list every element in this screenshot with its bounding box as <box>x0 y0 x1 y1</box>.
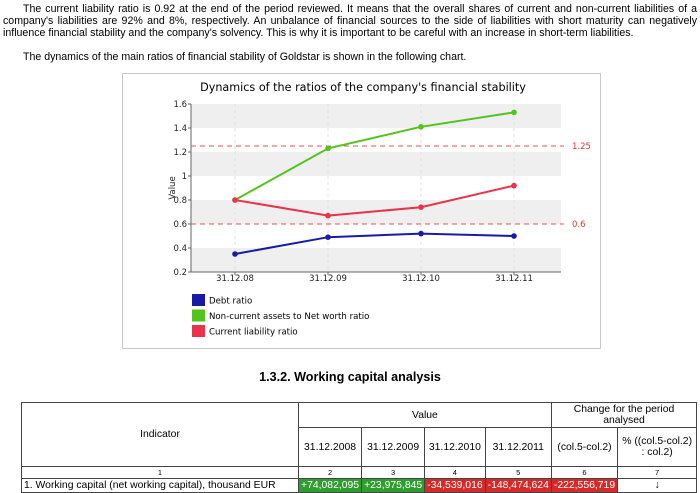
col-number: 7 <box>617 466 698 479</box>
col-number: 2 <box>297 466 363 479</box>
col-number: 4 <box>424 466 486 479</box>
table-header-row: Indicator Value Change for the period an… <box>21 402 698 467</box>
value-header: Value <box>298 402 552 428</box>
chart-intro-text: The dynamics of the main ratios of finan… <box>23 51 467 63</box>
data-point <box>232 197 238 203</box>
grid-band <box>191 104 561 128</box>
year-header: 31.12.2010 <box>424 427 486 467</box>
col-number: 1 <box>21 466 299 479</box>
threshold-label: 1.25 <box>572 142 591 152</box>
y-tick-label: 1.6 <box>173 100 187 110</box>
y-axis-label: Value <box>168 176 178 199</box>
legend-label: Non-current assets to Net worth ratio <box>209 312 369 322</box>
year-header: 31.12.2011 <box>484 427 552 467</box>
data-point <box>325 234 331 240</box>
change-pct-header: % ((col.5-col.2) : col.2) <box>617 427 698 467</box>
y-tick-label: 1.2 <box>173 148 187 158</box>
y-tick-label: 0.8 <box>173 196 187 206</box>
change-abs-header: (col.5-col.2) <box>550 427 619 467</box>
legend-swatch <box>192 309 205 322</box>
grid-band <box>191 248 561 272</box>
threshold-label: 0.6 <box>572 220 586 230</box>
legend-label: Current liability ratio <box>209 328 298 338</box>
data-point <box>232 251 238 257</box>
y-tick-label: 0.2 <box>173 268 187 278</box>
x-tick-label: 31.12.11 <box>495 274 533 284</box>
body-paragraph: The current liability ratio is 0.92 at t… <box>3 3 697 40</box>
y-tick-label: 0.4 <box>173 244 187 254</box>
data-point <box>511 182 517 189</box>
ratios-chart: Dynamics of the ratios of the company's … <box>122 73 601 349</box>
series-line <box>234 232 515 255</box>
series-line <box>234 111 515 201</box>
col-number: 6 <box>550 466 619 479</box>
col-number: 3 <box>361 466 426 479</box>
y-tick-label: 0.6 <box>173 220 187 230</box>
legend-label: Debt ratio <box>209 297 252 307</box>
y-tick-label: 1.4 <box>173 124 187 134</box>
x-tick-label: 31.12.08 <box>216 274 254 284</box>
data-point <box>511 109 517 116</box>
x-tick-label: 31.12.10 <box>402 274 440 284</box>
table-row: 1. Working capital (net working capital)… <box>21 478 698 493</box>
column-number-row: 1 2 3 4 5 6 7 <box>21 466 698 479</box>
data-point <box>511 233 517 239</box>
data-point <box>418 230 424 237</box>
legend-swatch <box>192 294 205 306</box>
table-subheader-row: 31.12.2008 31.12.2009 31.12.2010 31.12.2… <box>22 427 698 467</box>
change-header: Change for the period analysed <box>550 402 698 428</box>
data-point <box>418 204 424 210</box>
value-cell: +23,975,845 <box>361 478 426 493</box>
indicator-cell: 1. Working capital (net working capital)… <box>21 478 299 493</box>
x-tick-label: 31.12.09 <box>309 274 347 284</box>
series-line <box>234 184 515 217</box>
data-point <box>418 124 424 130</box>
indicator-header: Indicator <box>21 402 299 467</box>
col-number: 5 <box>484 466 552 479</box>
value-cell: -34,539,016 <box>424 478 486 493</box>
change-pct-cell: ↓ <box>617 478 698 493</box>
data-point <box>325 212 331 219</box>
value-cell: -148,474,624 <box>484 478 552 493</box>
grid-band <box>191 152 561 176</box>
y-tick-label: 1 <box>182 172 187 182</box>
working-capital-table: Indicator Value Change for the period an… <box>21 402 698 493</box>
legend-swatch <box>192 325 205 337</box>
change-abs-cell: -222,556,719 <box>550 478 619 493</box>
section-title: 1.3.2. Working capital analysis <box>259 370 441 384</box>
chart-title: Dynamics of the ratios of the company's … <box>200 81 526 94</box>
chart-svg: Dynamics of the ratios of the company's … <box>168 81 591 338</box>
year-header: 31.12.2009 <box>361 427 426 467</box>
value-cell: +74,082,095 <box>297 478 363 493</box>
data-point <box>325 145 331 152</box>
year-header: 31.12.2008 <box>297 427 363 467</box>
